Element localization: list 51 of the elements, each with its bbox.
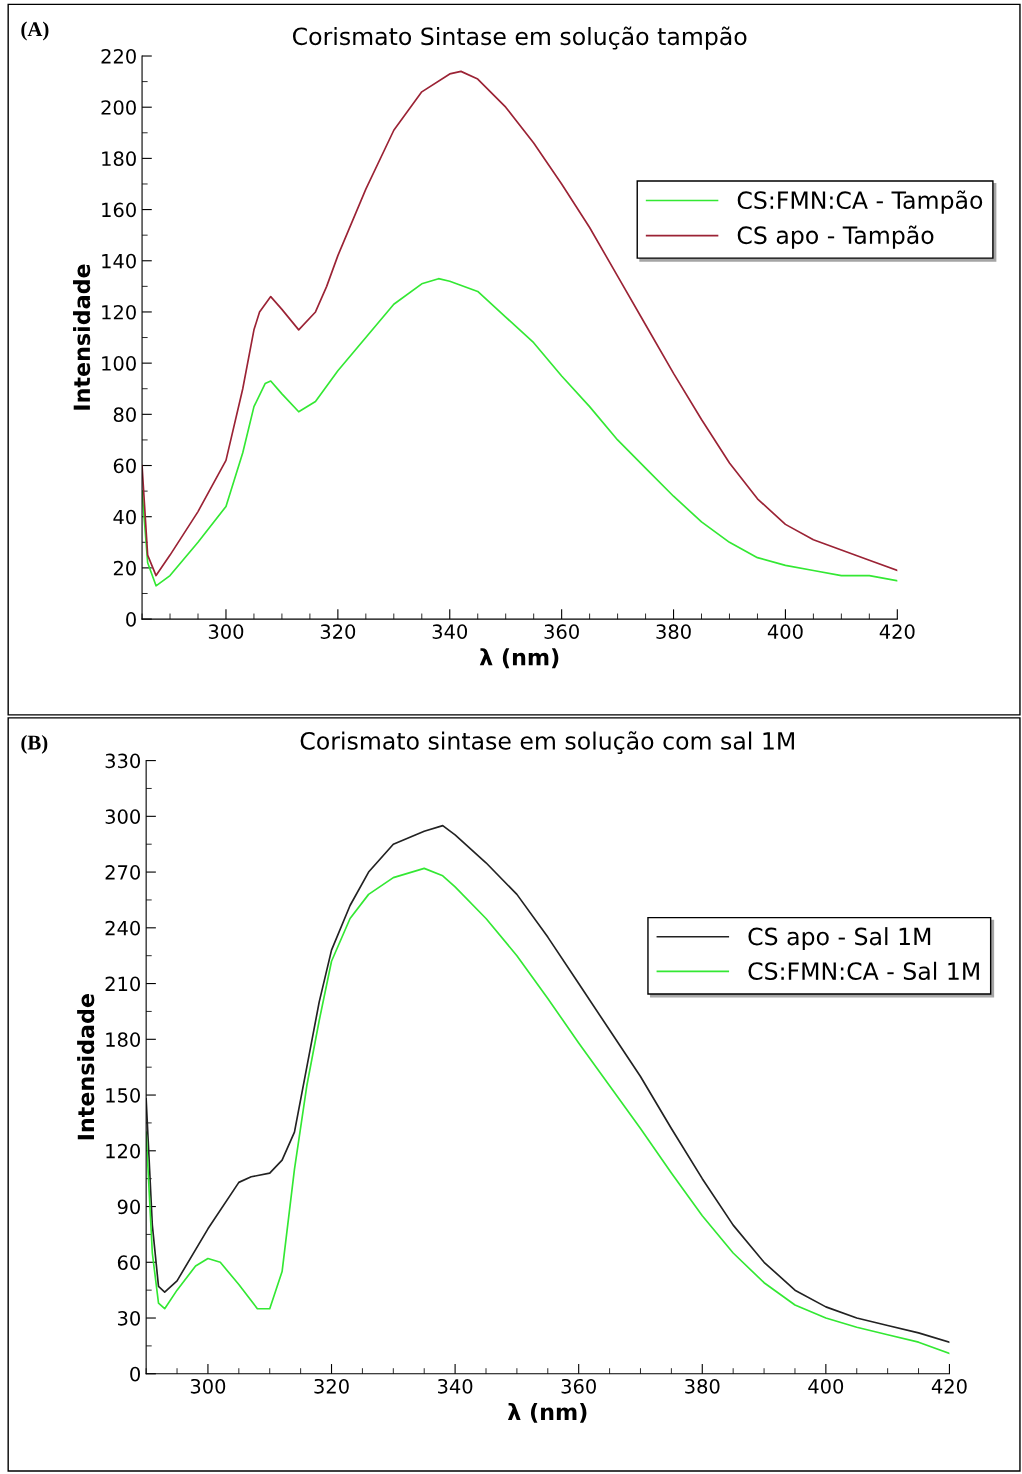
y-axis-title: Intensidade (77, 994, 95, 1140)
y-tick-label: 60 (117, 1255, 140, 1270)
legend-label: CS:FMN:CA - Sal 1M (748, 961, 979, 981)
y-tick-label: 40 (113, 509, 136, 525)
y-tick-label: 80 (113, 407, 136, 422)
x-axis-title: λ (nm) (507, 1403, 587, 1423)
y-tick-label: 300 (105, 809, 140, 824)
text: (B) (21, 734, 48, 754)
y-tick-label: 120 (106, 1143, 140, 1159)
y-tick-label: 140 (102, 253, 136, 269)
y-tick-label: 90 (117, 1199, 140, 1215)
chart-title: Corismato sintase em solução com sal 1M (300, 731, 794, 755)
x-axis-title: λ (nm) (479, 648, 559, 669)
x-tick-label: 380 (656, 624, 691, 639)
y-tick-label: 0 (130, 1366, 140, 1382)
y-tick-label: 120 (102, 304, 136, 320)
x-tick-label: 320 (320, 624, 356, 639)
x-tick-label: 300 (208, 624, 244, 639)
legend-label: CS apo - Tampão (737, 225, 934, 249)
y-tick-label: 200 (101, 100, 136, 115)
y-tick-label: 240 (105, 920, 140, 936)
y-tick-label: 160 (102, 202, 136, 218)
x-tick-label: 340 (432, 624, 468, 639)
x-tick-label: 420 (931, 1378, 967, 1394)
x-tick-label: 420 (879, 624, 915, 639)
y-tick-label: 0 (126, 612, 136, 627)
y-tick-label: 330 (105, 753, 140, 769)
legend-label: CS apo - Sal 1M (748, 927, 931, 950)
y-tick-label: 100 (102, 356, 136, 371)
text: (A) (21, 21, 49, 41)
y-tick-label: 30 (118, 1310, 140, 1326)
x-tick-label: 360 (544, 624, 579, 639)
y-tick-label: 220 (101, 48, 136, 64)
x-tick-label: 340 (438, 1378, 473, 1394)
x-tick-label: 400 (767, 624, 803, 639)
y-tick-label: 150 (106, 1088, 140, 1103)
x-tick-label: 380 (685, 1378, 720, 1394)
x-tick-label: 400 (808, 1378, 844, 1394)
y-tick-label: 210 (105, 976, 140, 992)
x-tick-label: 300 (190, 1378, 226, 1394)
y-tick-label: 60 (113, 458, 136, 474)
x-tick-label: 360 (561, 1378, 596, 1394)
legend-label: CS:FMN:CA - Tampão (737, 190, 983, 214)
x-tick-label: 320 (314, 1378, 349, 1394)
chart-title: Corismato Sintase em solução tampão (292, 26, 747, 50)
line-series (142, 277, 898, 587)
y-tick-label: 180 (102, 151, 136, 167)
y-tick-label: 180 (106, 1032, 140, 1047)
y-tick-label: 270 (105, 865, 140, 880)
y-axis-title: Intensidade (73, 264, 91, 410)
y-tick-label: 20 (113, 560, 136, 576)
